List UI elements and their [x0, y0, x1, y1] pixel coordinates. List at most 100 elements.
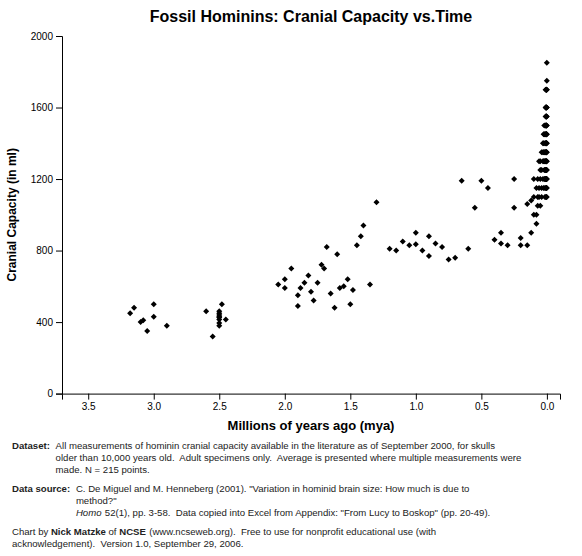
- annotation-line: method?": [76, 495, 117, 506]
- y-tick-label: 800: [36, 245, 53, 256]
- x-tick-label: 0.5: [475, 401, 489, 412]
- point: [544, 87, 550, 93]
- x-tick-label: 0.0: [540, 401, 554, 412]
- y-tick-label: 400: [36, 317, 53, 328]
- annotation: Chart by: [12, 526, 51, 537]
- point: [543, 140, 549, 146]
- annotation-line: acknowledgement). Version 1.0, September…: [12, 538, 243, 549]
- x-tick: 3.5: [82, 394, 96, 412]
- point: [350, 287, 356, 293]
- point: [419, 248, 425, 254]
- point: [223, 316, 229, 322]
- title: Fossil Hominins: Cranial Capacity vs.Tim…: [150, 8, 473, 25]
- point: [275, 282, 281, 288]
- point: [543, 185, 549, 191]
- point: [518, 235, 524, 241]
- x-axis: 3.5 3.0 2.5 2.0 1.5 1.0 0.5 0.0: [63, 394, 561, 412]
- annotation-line: (www.ncseweb.org). Free to use for nonpr…: [149, 526, 436, 537]
- point: [498, 230, 504, 236]
- point: [544, 113, 550, 119]
- point: [544, 185, 550, 191]
- point: [543, 176, 549, 182]
- x-tick: 3.0: [147, 394, 161, 412]
- point: [544, 140, 550, 146]
- x-tick: 1.0: [409, 394, 423, 412]
- x-axis-line: [63, 394, 561, 400]
- annotation-line: made. N = 215 points.: [56, 464, 150, 475]
- x-tick: 1.5: [344, 394, 358, 412]
- point: [544, 122, 550, 128]
- point: [533, 212, 539, 218]
- point: [544, 87, 550, 93]
- annotation-line: Data source:: [12, 483, 70, 494]
- point: [459, 178, 465, 184]
- point: [140, 317, 146, 323]
- y-tick: 0: [47, 388, 62, 399]
- x-tick-label: 1.0: [409, 401, 423, 412]
- y-tick-mark: [56, 108, 62, 109]
- point: [321, 265, 327, 271]
- x-tick-mark: [416, 394, 417, 400]
- x-tick-label: 3.5: [82, 401, 96, 412]
- point: [439, 244, 445, 250]
- x-tick-label: 3.0: [147, 401, 161, 412]
- y-tick: 400: [36, 317, 62, 328]
- point: [544, 131, 550, 137]
- point: [446, 257, 452, 263]
- point: [485, 185, 491, 191]
- point: [332, 305, 338, 311]
- point: [543, 122, 549, 128]
- point: [328, 290, 334, 296]
- point: [543, 87, 549, 93]
- point: [544, 78, 550, 84]
- point: [544, 131, 550, 137]
- x-tick: 2.0: [278, 394, 292, 412]
- point: [151, 314, 157, 320]
- point: [543, 158, 549, 164]
- point: [315, 280, 321, 286]
- annotation: of: [106, 526, 119, 537]
- x-tick-label: 1.5: [344, 401, 358, 412]
- annotation: Data source:: [12, 483, 70, 494]
- point: [544, 140, 550, 146]
- point: [219, 301, 225, 307]
- point: [544, 176, 550, 182]
- x-tick-mark: [547, 394, 548, 400]
- x-tick: 2.5: [213, 394, 227, 412]
- point: [543, 158, 549, 164]
- point: [524, 201, 530, 207]
- y-axis-line: [56, 37, 63, 395]
- point: [544, 149, 550, 155]
- point: [543, 176, 549, 182]
- point: [131, 305, 137, 311]
- x-tick-label: 2.0: [278, 401, 292, 412]
- point: [282, 285, 288, 291]
- point: [544, 149, 550, 155]
- point: [311, 298, 317, 304]
- y-tick: 800: [36, 245, 62, 256]
- point: [543, 167, 549, 173]
- point: [367, 282, 373, 288]
- point: [543, 122, 549, 128]
- point: [295, 303, 301, 309]
- point: [295, 292, 301, 298]
- annotation-line: All measurements of hominin cranial capa…: [56, 440, 496, 451]
- point: [203, 308, 209, 314]
- point: [544, 131, 550, 137]
- x-tick-mark: [88, 394, 89, 400]
- point: [345, 276, 351, 282]
- point: [360, 223, 366, 229]
- y-axis: 0400800120016002000: [31, 31, 63, 400]
- point: [544, 105, 550, 111]
- point: [543, 105, 549, 111]
- x-tick: 0.5: [475, 394, 489, 412]
- point: [216, 315, 222, 321]
- point: [544, 185, 550, 191]
- y-tick-label: 1200: [31, 174, 54, 185]
- y-tick-label: 1600: [31, 102, 54, 113]
- point: [544, 176, 550, 182]
- point: [308, 289, 314, 295]
- point: [298, 285, 304, 291]
- annotation: C. De Miguel and M. Henneberg (2001). "V…: [76, 483, 470, 506]
- point: [426, 233, 432, 239]
